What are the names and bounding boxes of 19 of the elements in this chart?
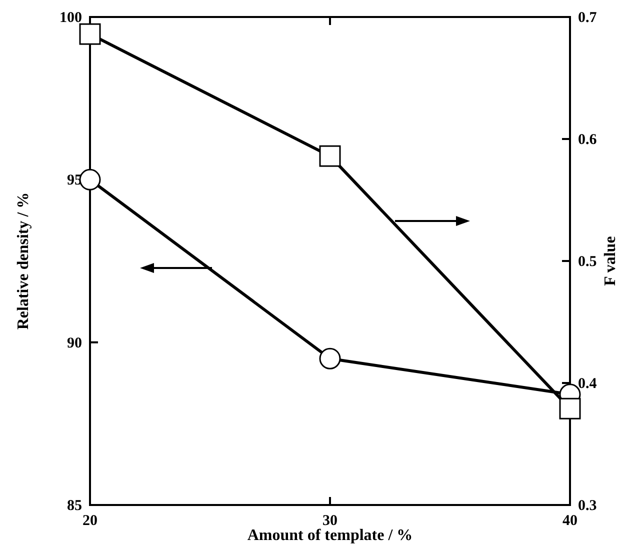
- y2-axis-title: F value: [602, 236, 619, 286]
- y2-tick-label: 0.3: [578, 498, 597, 514]
- point: [79, 168, 101, 190]
- y2-tick-label: 0.7: [578, 10, 598, 26]
- point: [559, 398, 581, 420]
- x-tick-label: 40: [562, 513, 578, 529]
- y2-tick-label: 0.5: [578, 254, 597, 270]
- y2-tick-label: 0.6: [578, 132, 598, 148]
- x-tick-label: 30: [322, 513, 338, 529]
- point: [319, 145, 341, 167]
- x-axis-title: Amount of template / %: [247, 527, 413, 544]
- point: [79, 23, 101, 45]
- y-tick-label: 90: [67, 335, 82, 352]
- y-tick-label: 85: [67, 498, 82, 514]
- x-tick-label: 20: [82, 513, 98, 529]
- y2-tick-label: 0.4: [578, 376, 598, 392]
- y-axis-title: Relative density / %: [15, 192, 32, 330]
- y-tick-label: 100: [60, 10, 82, 26]
- point: [319, 348, 341, 370]
